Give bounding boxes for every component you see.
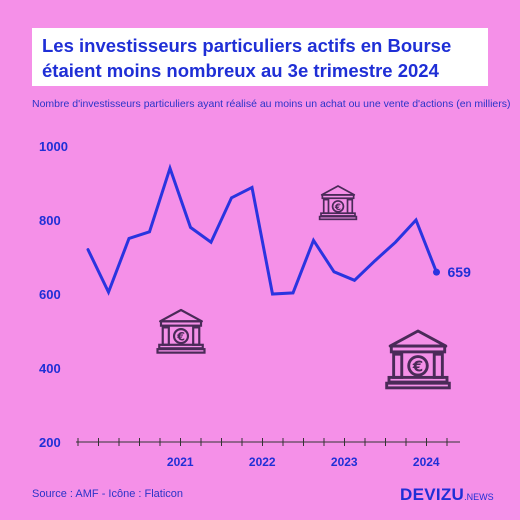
y-tick-label-200: 200	[39, 435, 61, 450]
end-point	[433, 268, 440, 276]
brand-logo: DEVIZU.NEWS	[400, 485, 494, 505]
svg-text:€: €	[412, 358, 424, 376]
chart-title-line-1: Les investisseurs particuliers actifs en…	[42, 35, 452, 56]
end-value-label: 659	[448, 264, 472, 280]
source-note: Source : AMF - Icône : Flaticon	[32, 488, 184, 500]
svg-text:€: €	[334, 203, 341, 213]
brand-suffix: .NEWS	[464, 492, 494, 502]
brand-name: DEVIZU	[400, 485, 465, 504]
bank-euro-icon-small: €	[318, 185, 358, 221]
year-label-2021: 2021	[167, 455, 194, 469]
series-line	[86, 163, 438, 296]
y-tick-label-1000: 1000	[39, 139, 68, 154]
chart-title-line-2: étaient moins nombreux au 3e trimestre 2…	[42, 60, 439, 81]
y-tick-label-800: 800	[39, 213, 61, 228]
chart-subtitle: Nombre d'investisseurs particuliers ayan…	[32, 98, 511, 110]
svg-text:€: €	[176, 330, 185, 343]
year-label-2022: 2022	[249, 455, 276, 469]
year-label-2024: 2024	[413, 455, 440, 469]
title-box: Les investisseurs particuliers actifs en…	[32, 28, 488, 86]
year-label-2023: 2023	[331, 455, 358, 469]
y-tick-label-400: 400	[39, 361, 61, 376]
bank-euro-icon-medium: €	[156, 308, 206, 354]
y-tick-label-600: 600	[39, 287, 61, 302]
bank-euro-icon-large: €	[385, 329, 451, 390]
